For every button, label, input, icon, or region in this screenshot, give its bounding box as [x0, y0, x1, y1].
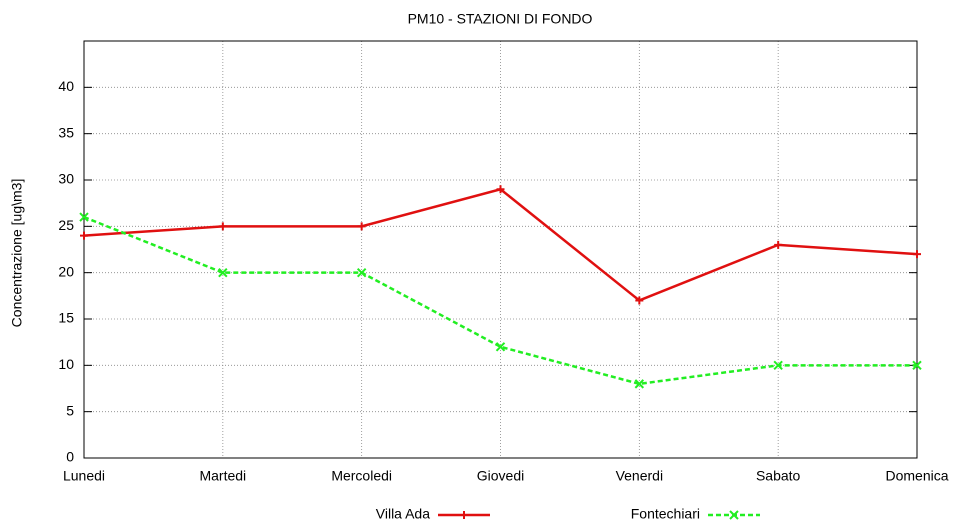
marker	[634, 379, 645, 389]
marker	[635, 296, 644, 305]
x-tick-label: Mercoledi	[331, 468, 392, 484]
marker	[774, 240, 783, 249]
x-tick-label: Martedi	[199, 468, 246, 484]
chart-title: PM10 - STAZIONI DI FONDO	[408, 11, 593, 27]
marker	[773, 360, 783, 371]
marker	[913, 250, 921, 259]
y-tick-label: 30	[58, 171, 74, 187]
marker	[495, 342, 506, 352]
legend-label: Villa Ada	[376, 506, 430, 522]
y-tick-label: 25	[58, 217, 74, 233]
marker	[912, 360, 922, 371]
y-tick-label: 35	[58, 124, 74, 140]
y-axis-label: Concentrazione [ug\m3]	[9, 179, 25, 328]
marker	[460, 511, 468, 519]
marker	[79, 212, 89, 222]
x-tick-label: Lunedi	[63, 468, 105, 484]
x-tick-label: Sabato	[756, 468, 801, 484]
y-tick-label: 5	[66, 402, 74, 418]
marker	[80, 231, 88, 240]
marker	[496, 185, 505, 194]
marker	[729, 510, 739, 520]
y-tick-label: 0	[66, 449, 74, 465]
x-tick-label: Domenica	[885, 468, 948, 484]
plot-frame	[83, 40, 918, 459]
marker	[218, 222, 227, 231]
y-tick-label: 20	[58, 263, 74, 279]
y-tick-label: 10	[58, 356, 74, 372]
x-tick-label: Giovedi	[477, 468, 524, 484]
y-tick-label: 40	[58, 78, 74, 94]
series-line	[83, 187, 918, 302]
legend-label: Fontechiari	[631, 506, 700, 522]
marker	[356, 267, 367, 278]
y-tick-label: 15	[58, 310, 74, 326]
marker	[357, 222, 366, 231]
marker	[218, 267, 228, 278]
x-tick-label: Venerdi	[616, 468, 663, 484]
